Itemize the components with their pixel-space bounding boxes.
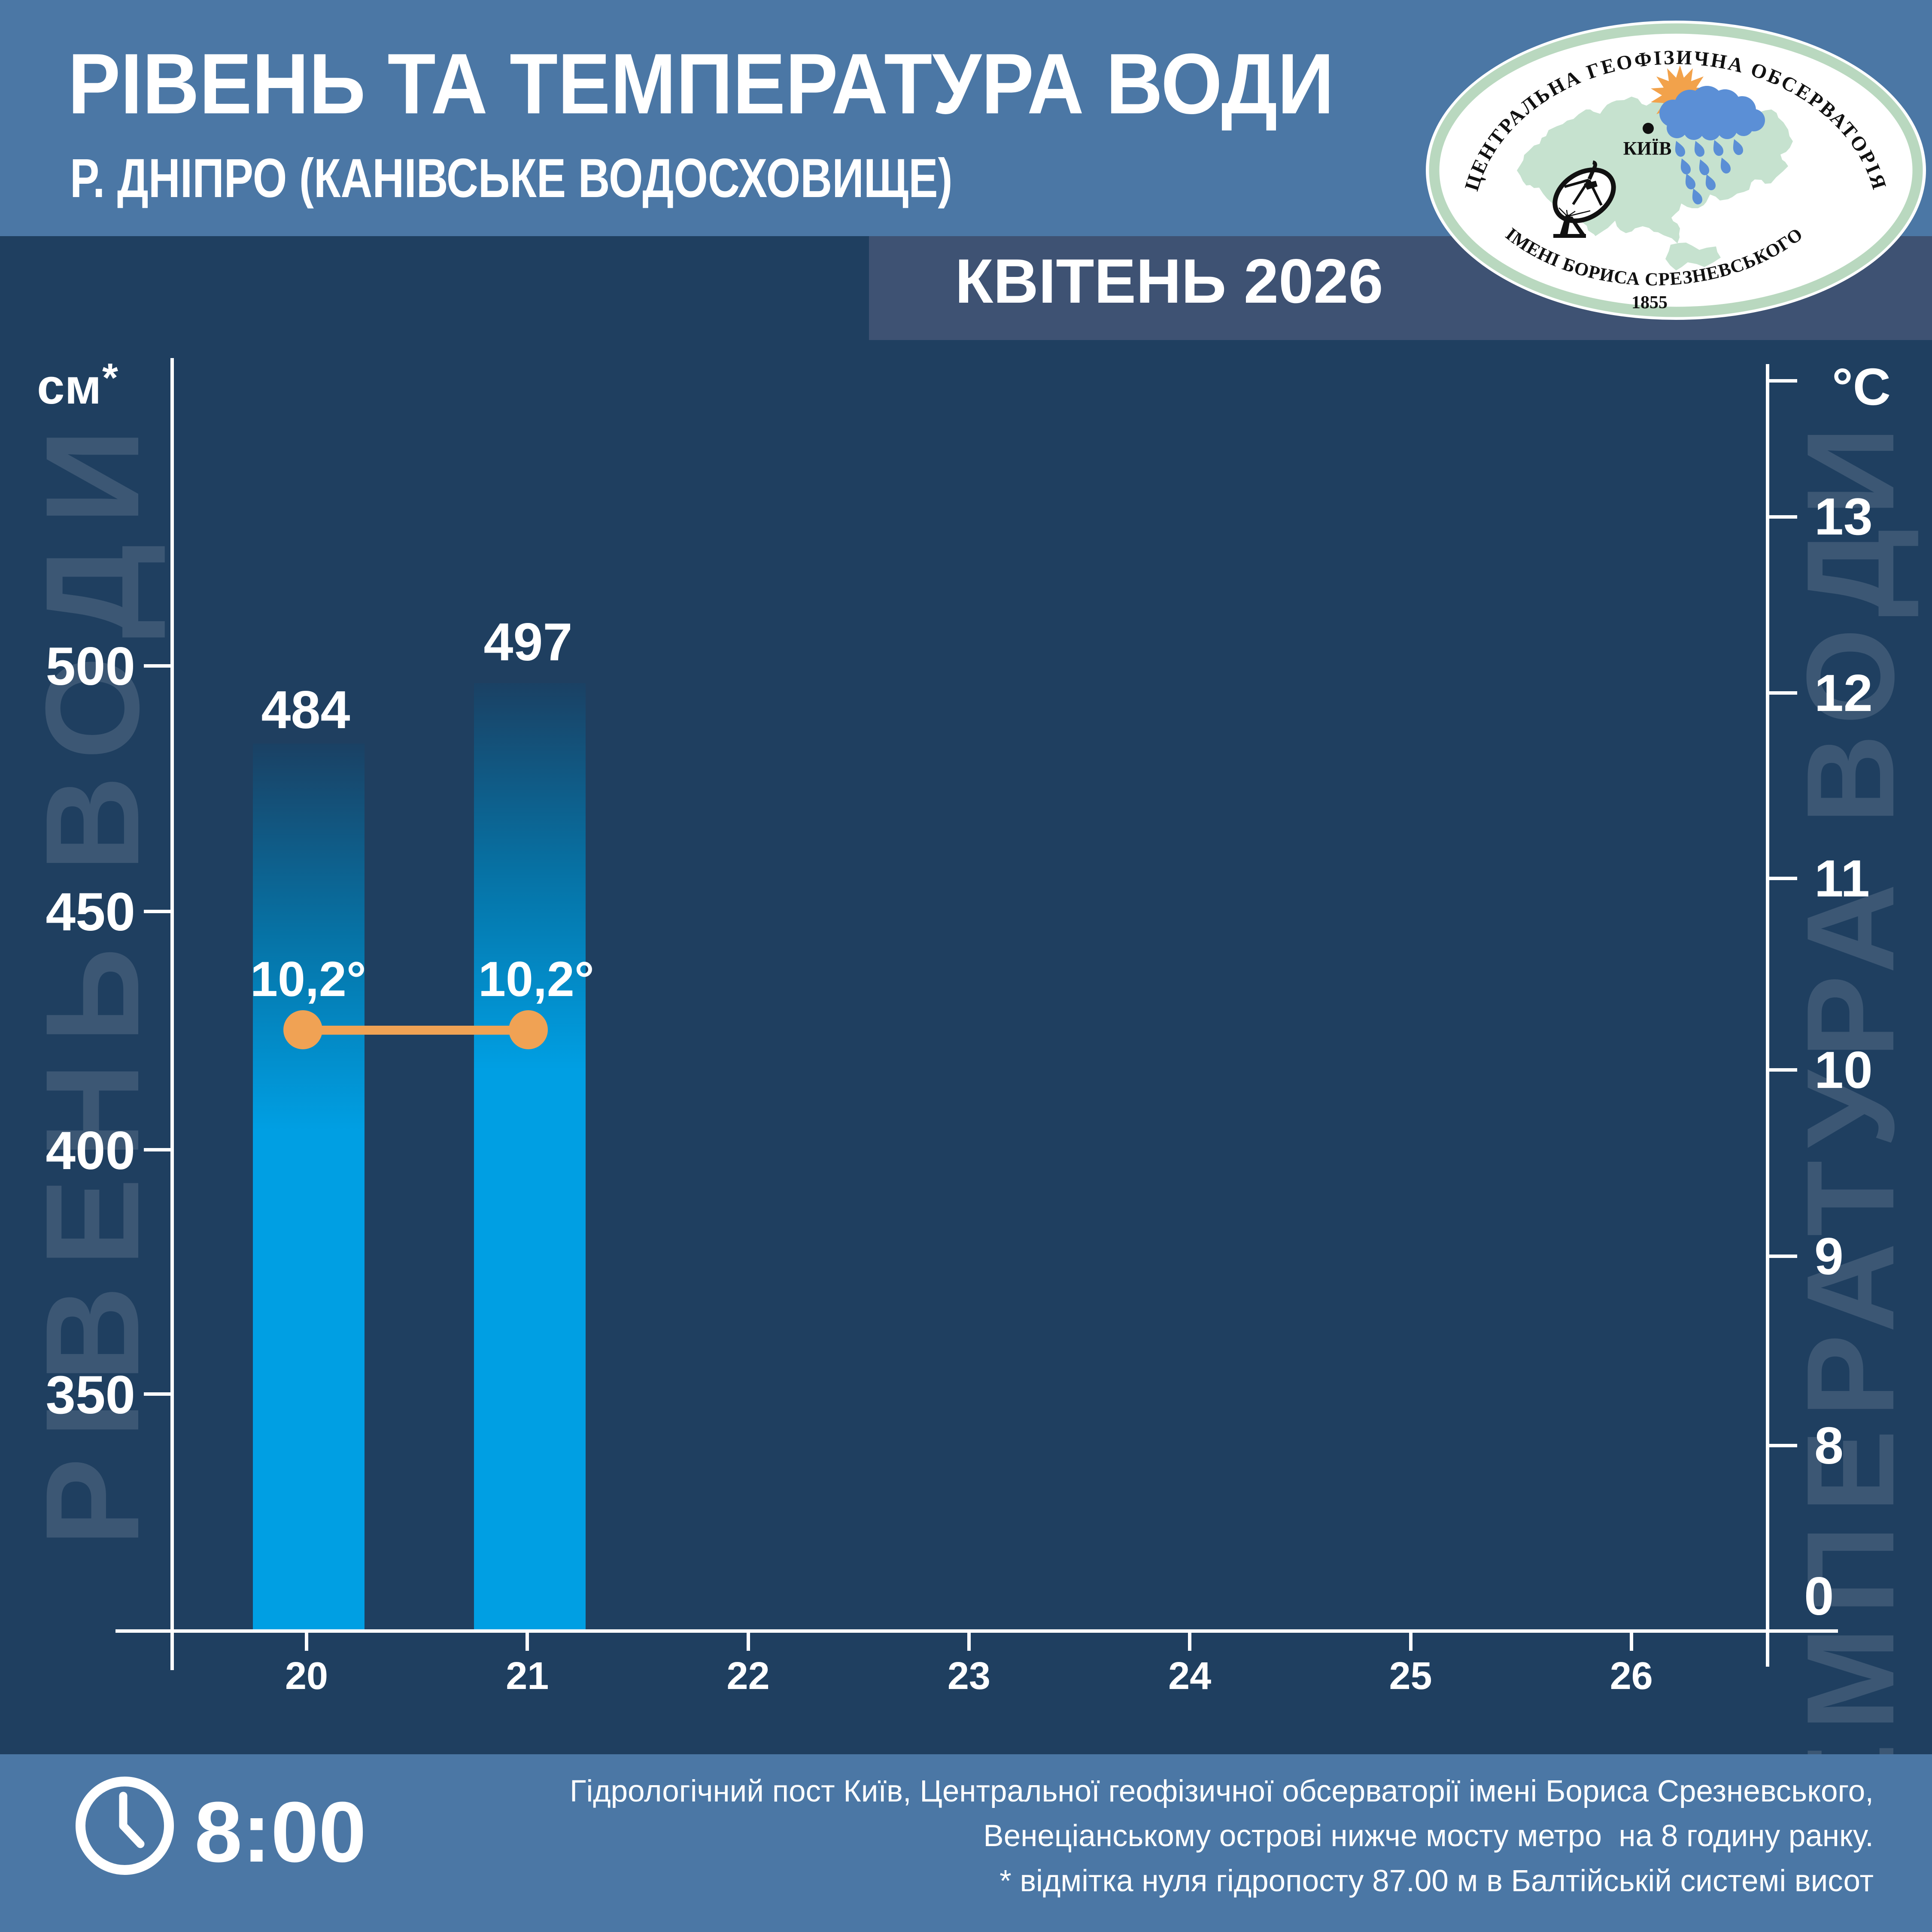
svg-text:РІВЕНЬ ВОДИ: РІВЕНЬ ВОДИ xyxy=(18,410,167,1546)
svg-text:КИЇВ: КИЇВ xyxy=(1623,138,1672,159)
svg-text:1855: 1855 xyxy=(1631,293,1668,313)
svg-text:ТЕМПЕРАТУРА ВОДИ: ТЕМПЕРАТУРА ВОДИ xyxy=(1781,414,1920,1915)
